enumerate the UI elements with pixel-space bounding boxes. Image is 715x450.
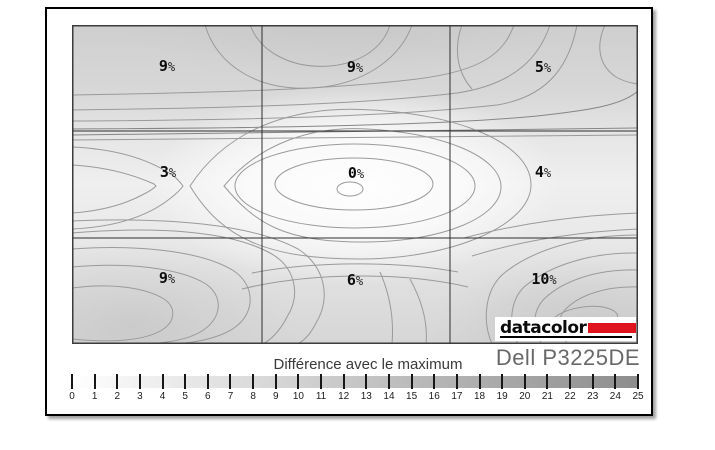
cell-value-1-2: 4% <box>535 163 552 181</box>
colorbar-tick-14 <box>387 374 390 389</box>
colorbar-tick-9 <box>274 374 277 389</box>
colorbar-tick-label-2: 2 <box>114 391 121 402</box>
cell-value-2-2: 10% <box>531 270 557 288</box>
colorbar-tick-label-11: 11 <box>315 391 327 402</box>
colorbar-tick-label-6: 6 <box>205 391 211 402</box>
colorbar-tick-label-7: 7 <box>227 391 234 402</box>
cell-value-0-1: 9% <box>347 58 364 76</box>
colorbar-tick-label-18: 18 <box>473 391 486 402</box>
colorbar-tick-10 <box>297 374 300 389</box>
colorbar-tick-7 <box>229 374 232 389</box>
colorbar-title: Différence avec le maximum <box>273 356 463 373</box>
colorbar-tick-3 <box>138 374 141 389</box>
datacolor-logo-text: datacolor <box>500 318 587 338</box>
colorbar-tick-15 <box>410 374 413 389</box>
cell-value-2-1: 6% <box>347 271 364 289</box>
colorbar-tick-20 <box>523 374 526 389</box>
colorbar-tick-8 <box>252 374 255 389</box>
cell-value-1-0: 3% <box>160 163 177 181</box>
measurement-grid-lines <box>72 25 638 344</box>
cell-value-1-1: 0% <box>348 164 365 182</box>
datacolor-logo-underline <box>500 336 632 338</box>
contour-background <box>72 25 638 344</box>
colorbar-tick-label-16: 16 <box>428 391 440 402</box>
colorbar-tick-label-14: 14 <box>383 391 395 402</box>
colorbar-tick-labels: 0 1 2 3 4 5 6 7 8 9 10 11 12 13 14 15 16 17 18 19 20 21 22 23 24… <box>69 391 643 403</box>
colorbar-tick-21 <box>546 374 549 389</box>
cell-value-0-2: 5% <box>535 58 552 76</box>
colorbar-tick-17 <box>455 374 458 389</box>
datacolor-logo: datacolor <box>495 317 636 341</box>
colorbar-tick-19 <box>501 374 504 389</box>
colorbar-tick-18 <box>478 374 481 389</box>
colorbar-tick-24 <box>614 374 617 389</box>
colorbar-tick-25 <box>637 374 639 389</box>
colorbar-tick-0 <box>71 374 73 389</box>
colorbar-tick-label-15: 15 <box>406 391 418 402</box>
colorbar-tick-label-3: 3 <box>137 391 143 402</box>
contour-lines <box>72 25 638 344</box>
colorbar-tick-label-25: 25 <box>632 391 644 402</box>
colorbar-tick-1 <box>93 374 96 389</box>
colorbar-tick-label-4: 4 <box>159 391 166 402</box>
colorbar-tick-label-17: 17 <box>451 391 463 402</box>
colorbar-tick-label-22: 22 <box>564 391 576 402</box>
colorbar-tick-label-0: 0 <box>69 391 75 402</box>
colorbar-tick-label-13: 13 <box>360 391 372 402</box>
colorbar-tick-6 <box>206 374 209 389</box>
colorbar-tick-4 <box>161 374 164 389</box>
colorbar-tick-label-19: 19 <box>496 391 508 402</box>
colorbar-tick-5 <box>184 374 187 389</box>
plot-border <box>72 25 638 344</box>
datacolor-logo-redbar <box>588 323 636 333</box>
colorbar-tick-label-5: 5 <box>182 391 188 402</box>
colorbar-tick-12 <box>342 374 345 389</box>
cell-value-2-0: 9% <box>159 269 176 287</box>
colorbar-tick-label-21: 21 <box>541 391 553 402</box>
colorbar-tick-22 <box>569 374 572 389</box>
colorbar-tick-label-10: 10 <box>292 391 304 402</box>
colorbar-tick-11 <box>320 374 323 389</box>
colorbar-tick-label-20: 20 <box>519 391 531 402</box>
colorbar-tick-23 <box>591 374 594 389</box>
colorbar <box>71 374 639 389</box>
colorbar-tick-label-1: 1 <box>91 391 98 402</box>
cell-value-labels: 9% 9% 5% 3% 0% 4% 9% 6% 10% <box>159 57 558 289</box>
colorbar-tick-label-8: 8 <box>250 391 256 402</box>
cell-value-0-0: 9% <box>159 57 176 75</box>
colorbar-tick-label-12: 12 <box>338 391 350 402</box>
colorbar-tick-label-24: 24 <box>609 391 621 402</box>
colorbar-tick-16 <box>433 374 436 389</box>
colorbar-tick-13 <box>365 374 368 389</box>
colorbar-tick-label-9: 9 <box>272 391 279 402</box>
uniformity-contour-svg: 9% 9% 5% 3% 0% 4% 9% 6% 10% <box>72 25 638 344</box>
colorbar-tick-label-23: 23 <box>587 391 599 402</box>
device-name: Dell P3225DE <box>495 345 640 370</box>
colorbar-tick-2 <box>116 374 119 389</box>
